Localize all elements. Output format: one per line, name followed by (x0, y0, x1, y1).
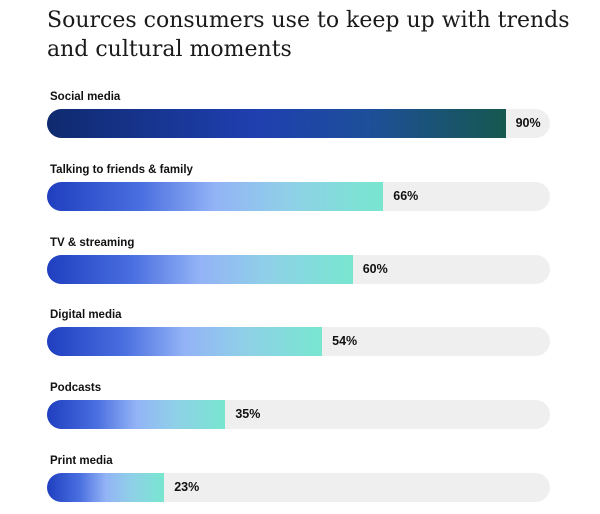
bar (47, 327, 323, 357)
bar-value-label: 60% (362, 261, 388, 276)
bar (47, 473, 165, 502)
bar-value-label: 66% (393, 188, 419, 203)
bar-category-label: Talking to friends & family (50, 163, 193, 176)
bar (47, 109, 506, 138)
bar (47, 400, 226, 430)
bar-track (47, 473, 550, 502)
bar-row: Talking to friends & family 66% (47, 163, 550, 223)
bar-track (47, 327, 550, 357)
bar-category-label: Podcasts (50, 382, 102, 395)
bar-row: TV & streaming 60% (47, 236, 550, 296)
bar-value-label: 90% (515, 116, 541, 130)
bar-row: Digital media 54% (47, 308, 550, 368)
bar-value-label: 54% (332, 334, 358, 349)
bar-track (47, 400, 550, 430)
bar-category-label: Print media (50, 455, 113, 467)
bar-category-label: Social media (50, 91, 121, 103)
bar-value-label: 35% (235, 407, 261, 422)
bar-row: Podcasts 35% (47, 381, 550, 441)
chart-title: Sources consumers use to keep up with tr… (47, 8, 570, 62)
bar (47, 181, 384, 211)
bar-value-label: 23% (174, 480, 200, 494)
bar-row: Print media 23% (47, 454, 550, 514)
bar-track (47, 181, 550, 211)
bar-category-label: TV & streaming (50, 236, 135, 249)
bar-track (47, 109, 550, 138)
bar-track (47, 254, 550, 284)
bar-category-label: Digital media (50, 309, 122, 322)
bar (47, 254, 353, 284)
bar-row: Social media 90% (47, 90, 550, 150)
